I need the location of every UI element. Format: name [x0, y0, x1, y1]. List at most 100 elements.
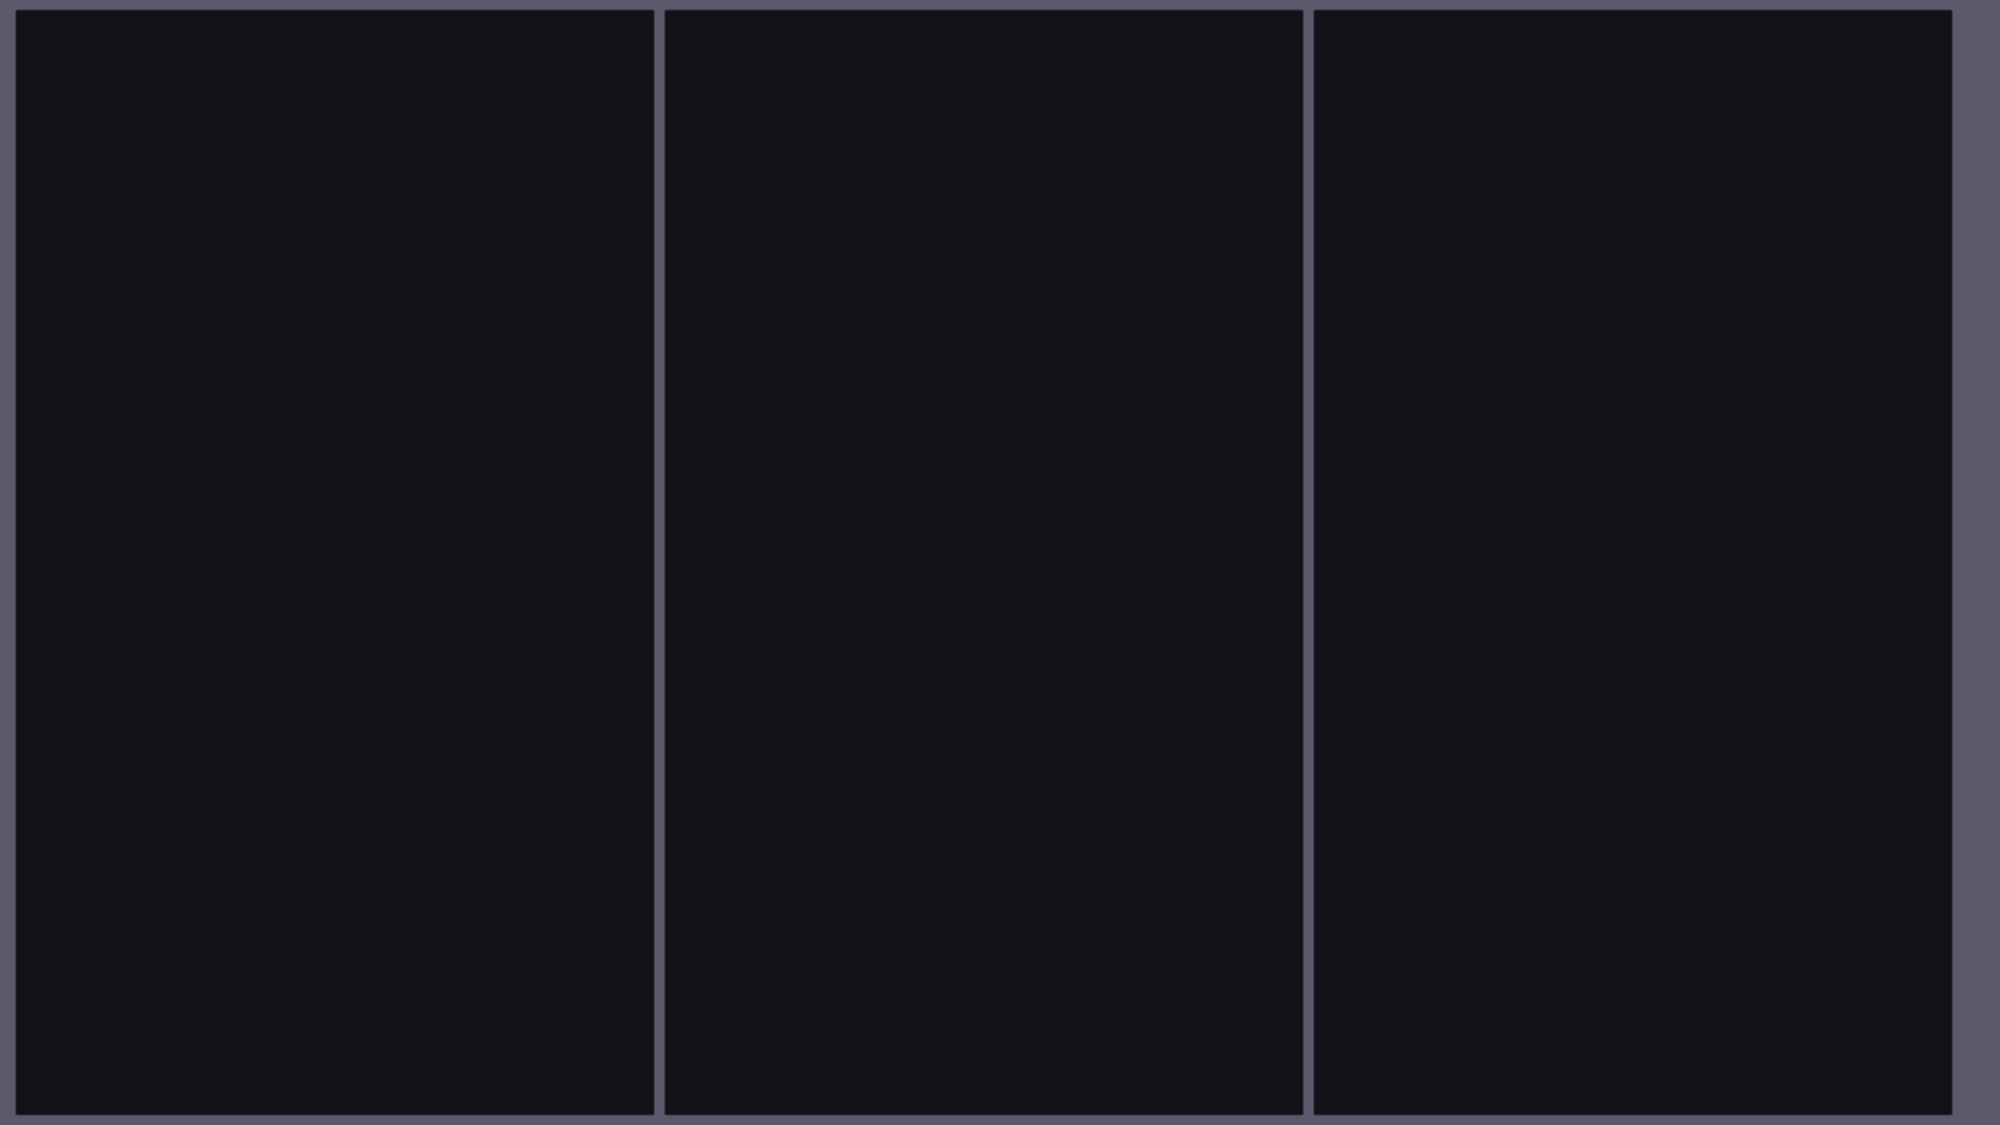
Bar — [38, 843, 586, 860]
Text: 12 am: 12 am — [1384, 513, 1408, 522]
Text: 75: 75 — [868, 276, 914, 308]
Bar — [1534, 379, 1546, 487]
Text: 91%: 91% — [50, 439, 86, 454]
Text: 0h 25m, 6%: 0h 25m, 6% — [1224, 584, 1274, 593]
Text: Activity: Activity — [1192, 1092, 1220, 1099]
Text: LIGHT: LIGHT — [1534, 806, 1564, 814]
Text: 4 am: 4 am — [1640, 513, 1658, 522]
Bar — [1764, 363, 1780, 487]
Text: TIME IN BED: TIME IN BED — [368, 305, 414, 310]
Text: ☽: ☽ — [1352, 274, 1362, 287]
Text: ☰: ☰ — [552, 1054, 562, 1068]
Text: 64%: 64% — [1788, 806, 1806, 814]
Text: REM SLEEP: REM SLEEP — [688, 586, 732, 592]
Text: YESTERDAY: YESTERDAY — [170, 32, 228, 40]
Text: Home: Home — [720, 1092, 740, 1099]
Bar — [48, 240, 82, 264]
Text: ⊕: ⊕ — [1874, 232, 1882, 241]
Bar — [538, 588, 614, 618]
Text: 7h 34m: 7h 34m — [368, 340, 428, 356]
Text: 7:25 am: 7:25 am — [1856, 255, 1890, 264]
Text: Good: Good — [1252, 786, 1274, 795]
Bar — [688, 416, 1144, 432]
Text: SLEEP EFFICIENCY: SLEEP EFFICIENCY — [50, 404, 118, 410]
Text: Good: Good — [1252, 516, 1274, 525]
Bar — [1742, 363, 1764, 487]
Text: RESTFULNESS: RESTFULNESS — [38, 879, 94, 884]
Bar — [688, 754, 1038, 770]
Bar — [1480, 363, 1496, 487]
Text: ☾: ☾ — [1690, 1054, 1702, 1068]
Bar — [688, 551, 1274, 567]
Text: 91%: 91% — [1256, 449, 1274, 458]
Bar — [1496, 449, 1534, 487]
Text: ⌂: ⌂ — [1376, 1054, 1384, 1068]
Text: ☾: ☾ — [392, 1054, 404, 1068]
Bar — [1370, 449, 1480, 487]
Text: 8 am: 8 am — [1874, 513, 1894, 522]
Text: ☰: ☰ — [1200, 1054, 1212, 1068]
Text: Activity: Activity — [544, 1092, 570, 1099]
Text: Sleep: Sleep — [388, 1092, 408, 1099]
Text: Good: Good — [336, 640, 368, 654]
Text: TODAY: TODAY — [1060, 32, 1094, 40]
Text: LIGHT: LIGHT — [394, 249, 418, 255]
Text: AWAKE: AWAKE — [1426, 718, 1460, 727]
Bar — [38, 912, 460, 929]
Text: YESTERDAY: YESTERDAY — [1468, 32, 1526, 40]
Text: RESTFULNESS: RESTFULNESS — [688, 519, 744, 524]
Text: ❧: ❧ — [234, 1054, 246, 1068]
Text: Sleep stages: Sleep stages — [1556, 229, 1646, 243]
Bar — [688, 686, 1274, 702]
Text: 6%: 6% — [1680, 758, 1692, 767]
Text: LATENCY: LATENCY — [688, 721, 724, 727]
Bar — [1682, 379, 1698, 487]
Text: EFFICIENCY: EFFICIENCY — [38, 809, 84, 814]
Text: 6 am: 6 am — [1760, 513, 1780, 522]
Text: Sleep contributors: Sleep contributors — [274, 699, 396, 712]
Text: ❧: ❧ — [1532, 1054, 1544, 1068]
Bar — [1556, 424, 1616, 487]
Text: RESTING HEART RATE: RESTING HEART RATE — [368, 404, 448, 410]
Text: 6h 53m: 6h 53m — [1242, 381, 1274, 390]
Text: Readiness: Readiness — [222, 1092, 258, 1099]
Text: AWAKE: AWAKE — [90, 249, 120, 255]
Text: ☀: ☀ — [1882, 276, 1892, 286]
Text: 6h 53m: 6h 53m — [608, 738, 640, 747]
Bar — [1836, 424, 1896, 487]
Bar — [1698, 424, 1742, 487]
Text: ⌂: ⌂ — [726, 1054, 734, 1068]
Text: DEEP: DEEP — [524, 249, 544, 255]
Text: TOTAL SLEEP: TOTAL SLEEP — [688, 384, 740, 389]
Bar — [196, 240, 230, 264]
Bar — [1342, 748, 1402, 778]
Text: DEEP SLEEP: DEEP SLEEP — [688, 654, 736, 659]
Text: Sleep contributors: Sleep contributors — [914, 343, 1038, 357]
Bar — [1616, 379, 1628, 487]
Text: 0h 40m: 0h 40m — [1546, 718, 1580, 727]
Text: Home: Home — [1370, 1092, 1390, 1099]
Bar — [1348, 363, 1370, 487]
Text: Sleep: Sleep — [1686, 1092, 1706, 1099]
Bar — [38, 773, 508, 790]
Bar — [1780, 424, 1824, 487]
Bar — [688, 821, 1156, 837]
Text: SLEEP: SLEEP — [282, 592, 314, 601]
Bar — [688, 686, 1126, 702]
Bar — [38, 773, 640, 790]
Text: TODAY: TODAY — [1708, 32, 1742, 40]
Text: REM: REM — [240, 249, 256, 255]
Bar — [1546, 363, 1556, 487]
Text: ↑: ↑ — [570, 596, 582, 610]
Text: ⌂: ⌂ — [78, 1054, 86, 1068]
Bar — [1628, 424, 1682, 487]
Text: TODAY: TODAY — [410, 32, 444, 40]
Text: TOTAL SLEEP: TOTAL SLEEP — [38, 739, 92, 745]
Text: YESTERDAY: YESTERDAY — [818, 32, 878, 40]
Text: 0h 25m: 0h 25m — [1546, 758, 1580, 767]
Bar — [688, 754, 1274, 770]
Text: Good: Good — [618, 878, 640, 886]
Text: Good: Good — [1006, 286, 1040, 299]
Text: Home: Home — [72, 1092, 92, 1099]
Bar — [1342, 795, 1510, 826]
